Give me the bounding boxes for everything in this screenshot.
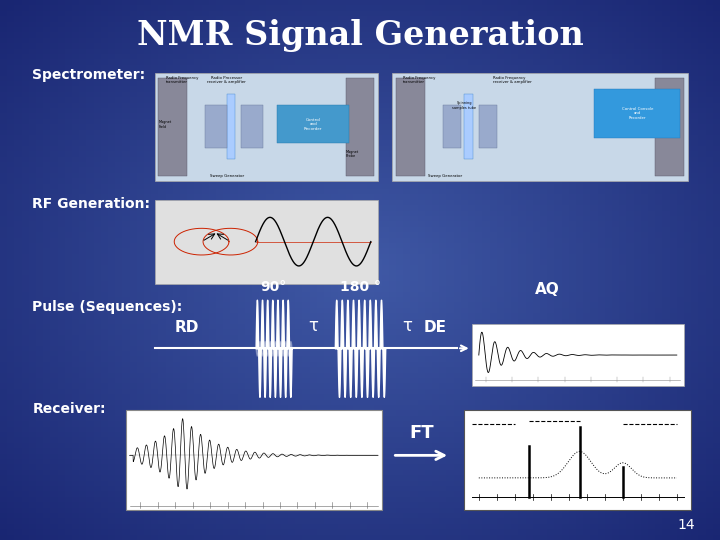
- Text: FT: FT: [409, 424, 433, 442]
- Text: RF Generation:: RF Generation:: [32, 197, 150, 211]
- Bar: [594, 89, 680, 138]
- Text: Radio Frequency
receiver & amplifier: Radio Frequency receiver & amplifier: [493, 76, 532, 84]
- Bar: [396, 78, 425, 176]
- Text: Radio Frequency
transmitter: Radio Frequency transmitter: [166, 76, 198, 84]
- Text: AQ: AQ: [535, 282, 559, 297]
- Bar: [472, 324, 684, 386]
- Bar: [227, 94, 235, 159]
- Bar: [158, 78, 187, 176]
- Text: τ: τ: [308, 317, 318, 335]
- Bar: [277, 105, 349, 143]
- Text: Sweep Generator: Sweep Generator: [210, 174, 244, 178]
- Bar: [155, 200, 378, 284]
- Bar: [464, 94, 473, 159]
- Text: NMR Signal Generation: NMR Signal Generation: [137, 19, 583, 52]
- Text: τ: τ: [402, 317, 412, 335]
- Text: Control Console
and
Recorder: Control Console and Recorder: [621, 107, 653, 120]
- Bar: [655, 78, 684, 176]
- Bar: [464, 410, 691, 510]
- Text: Magnet
Probe: Magnet Probe: [346, 150, 359, 158]
- Text: RD: RD: [175, 320, 199, 335]
- Bar: [392, 73, 688, 181]
- Bar: [241, 105, 263, 148]
- Text: 14: 14: [678, 518, 695, 532]
- Text: Control
and
Recorder: Control and Recorder: [304, 118, 323, 131]
- Text: 180 °: 180 °: [340, 280, 380, 294]
- Text: Spinning
samples tube: Spinning samples tube: [452, 101, 477, 110]
- Text: Magnet
Field: Magnet Field: [158, 120, 171, 129]
- Text: Spectrometer:: Spectrometer:: [32, 68, 145, 82]
- Text: 90°: 90°: [261, 280, 287, 294]
- Text: Radio Processor
receiver & amplifier: Radio Processor receiver & amplifier: [207, 76, 246, 84]
- Text: Radio Frequency
transmitter: Radio Frequency transmitter: [403, 76, 436, 84]
- Bar: [479, 105, 497, 148]
- Bar: [155, 73, 378, 181]
- Bar: [346, 78, 374, 176]
- Text: Pulse (Sequences):: Pulse (Sequences):: [32, 300, 183, 314]
- Bar: [443, 105, 461, 148]
- Bar: [126, 410, 382, 510]
- Text: DE: DE: [424, 320, 447, 335]
- Text: Sweep Generator: Sweep Generator: [428, 174, 462, 178]
- Text: Receiver:: Receiver:: [32, 402, 106, 416]
- Bar: [205, 105, 227, 148]
